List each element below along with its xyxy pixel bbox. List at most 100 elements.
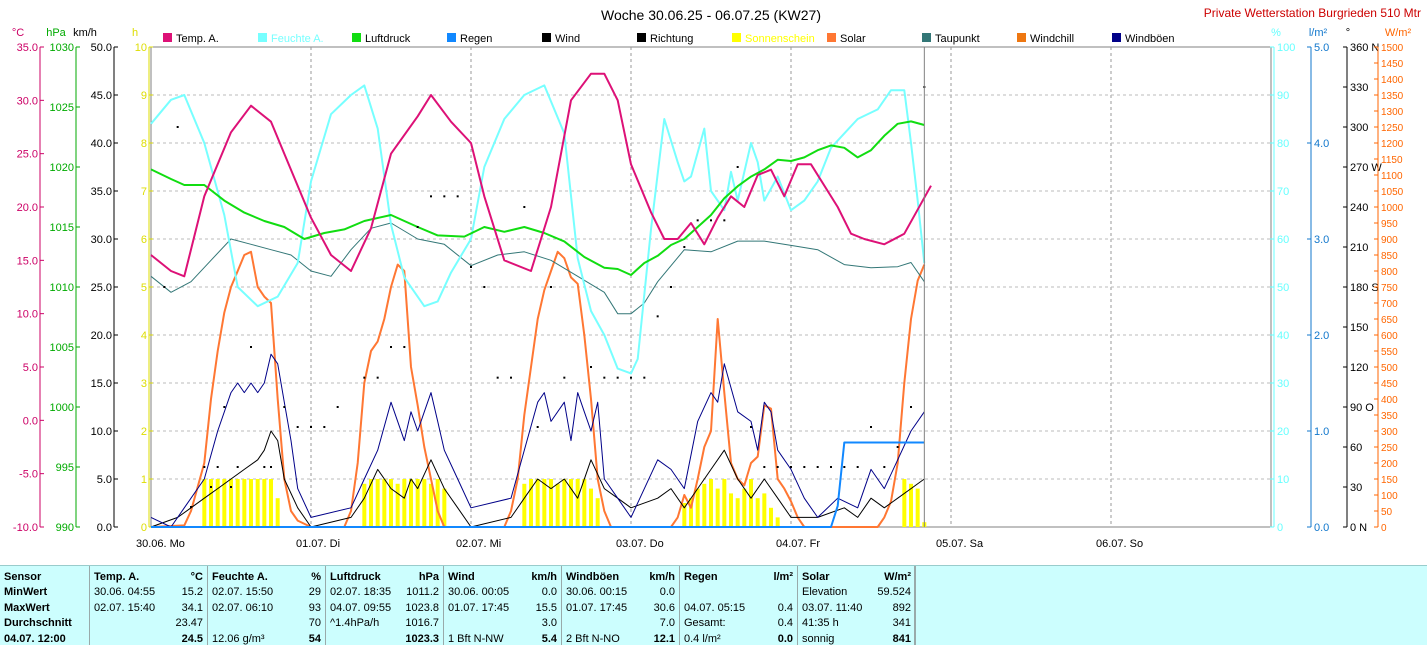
- cell-value: 24.5: [181, 633, 203, 645]
- sunshine-bar: [775, 517, 780, 527]
- direction-dot: [310, 426, 312, 428]
- direction-dot: [590, 366, 592, 368]
- cell-value: 841: [892, 633, 911, 645]
- sunshine-bar: [595, 498, 600, 527]
- right-tick-label: 150: [1381, 475, 1398, 486]
- direction-dot: [790, 466, 792, 468]
- right-tick-label: 2.0: [1314, 330, 1329, 342]
- direction-dot: [390, 346, 392, 348]
- legend-swatch: [732, 33, 741, 42]
- cell-detail: 1 Bft N-NW: [448, 633, 504, 645]
- left-tick-label: 7: [141, 186, 147, 198]
- direction-dot: [536, 426, 539, 428]
- direction-dot: [336, 406, 339, 408]
- sunshine-bar: [229, 479, 233, 527]
- column-title: Regen: [684, 571, 718, 583]
- stats-column: Windböen km/h 30.06. 00:15 0.0 01.07. 17:45 3…: [562, 566, 680, 645]
- right-tick-label: 550: [1381, 347, 1398, 358]
- left-tick-label: 9: [141, 90, 147, 102]
- cell-value: 1011.2: [406, 586, 439, 598]
- left-tick-label: 6: [141, 234, 147, 246]
- gusts-line: [150, 353, 925, 528]
- cell-detail: 02.07. 18:35: [330, 586, 392, 598]
- cell-value: 15.5: [535, 602, 557, 614]
- right-tick-label: 4.0: [1314, 138, 1329, 150]
- direction-dot: [263, 466, 266, 468]
- weather-chart: Woche 30.06.25 - 06.07.25 (KW27) Private …: [11, 6, 1421, 550]
- direction-dot: [176, 126, 179, 128]
- column-title: Feuchte A.: [212, 571, 268, 583]
- left-tick-label: 4: [141, 330, 147, 342]
- wind-line: [150, 430, 925, 528]
- column-title: Luftdruck: [330, 571, 381, 583]
- x-tick-label: 03.07. Do: [616, 538, 664, 550]
- sunshine-bar: [389, 479, 393, 527]
- right-tick-label: 900: [1381, 235, 1398, 246]
- cell-detail: 30.06. 00:15: [566, 586, 628, 598]
- left-tick-label: 5.0: [97, 474, 112, 486]
- row-label-column: Sensor MinWert MaxWert Durchschnitt 04.0…: [0, 566, 90, 645]
- right-tick-label: 600: [1381, 331, 1398, 342]
- right-tick-label: 50: [1381, 507, 1393, 518]
- right-tick-label: 60: [1350, 442, 1362, 454]
- direction-dot: [843, 466, 846, 468]
- x-tick-label: 02.07. Mi: [456, 538, 501, 550]
- row-label: MaxWert: [4, 602, 50, 614]
- direction-dot: [603, 376, 606, 379]
- direction-dot: [816, 466, 819, 468]
- cell-value: 0.0: [659, 586, 675, 598]
- legend-label: Windböen: [1125, 33, 1175, 45]
- legend-swatch: [1112, 33, 1121, 42]
- legend-label: Windchill: [1030, 33, 1074, 45]
- column-unit: l/m²: [773, 571, 793, 583]
- right-tick-label: 300: [1381, 427, 1398, 438]
- cell-detail: 04.07. 05:15: [684, 602, 746, 614]
- sunshine-bar: [529, 479, 533, 527]
- left-axis-unit: hPa: [46, 27, 66, 39]
- legend-label: Sonnenschein: [745, 33, 815, 45]
- left-tick-label: 990: [56, 522, 74, 534]
- cell-detail: 30.06. 04:55: [94, 586, 156, 598]
- right-tick-label: 80: [1277, 138, 1289, 150]
- sunshine-bar: [222, 479, 227, 527]
- direction-dot: [223, 406, 226, 408]
- right-tick-label: 90 O: [1350, 402, 1374, 414]
- column-title: Wind: [448, 571, 475, 583]
- legend-label: Wind: [555, 33, 580, 45]
- sunshine-bar: [582, 479, 587, 527]
- sunshine-bar: [722, 479, 727, 527]
- left-tick-label: 5.0: [23, 362, 38, 374]
- right-tick-label: 20: [1277, 426, 1289, 438]
- cell-detail: 01.07. 17:45: [448, 602, 510, 614]
- cell-detail: ^1.4hPa/h: [330, 617, 380, 629]
- direction-dot: [696, 219, 699, 222]
- right-tick-label: 1000: [1381, 203, 1404, 214]
- column-unit: hPa: [418, 571, 439, 583]
- right-tick-label: 30: [1277, 378, 1289, 390]
- sunshine-bar: [569, 479, 573, 527]
- left-tick-label: 30.0: [17, 95, 38, 107]
- left-tick-label: 15.0: [91, 378, 112, 390]
- legend-swatch: [542, 33, 551, 42]
- direction-dot: [830, 466, 832, 468]
- direction-dot: [550, 286, 552, 288]
- sunshine-bar: [369, 479, 373, 527]
- right-tick-label: 180 S: [1350, 282, 1379, 294]
- cell-detail: 04.07. 09:55: [330, 602, 392, 614]
- left-tick-label: 1000: [50, 402, 74, 414]
- left-tick-label: 20.0: [17, 202, 38, 214]
- sunshine-bar: [429, 483, 433, 527]
- cell-value: 1023.8: [405, 602, 439, 614]
- stats-column: Temp. A. °C 30.06. 04:55 15.2 02.07. 15:40 34…: [90, 566, 208, 645]
- right-tick-label: 50: [1277, 282, 1289, 294]
- left-tick-label: 45.0: [91, 90, 112, 102]
- direction-dot: [323, 426, 326, 428]
- direction-dot: [683, 246, 686, 248]
- right-tick-label: 60: [1277, 234, 1289, 246]
- legend-swatch: [447, 33, 456, 42]
- sunshine-bar: [375, 479, 380, 527]
- cell-value: 15.2: [181, 586, 203, 598]
- cell-value: 0.4: [777, 602, 793, 614]
- left-tick-label: -10.0: [13, 522, 38, 534]
- direction-dot: [870, 426, 872, 428]
